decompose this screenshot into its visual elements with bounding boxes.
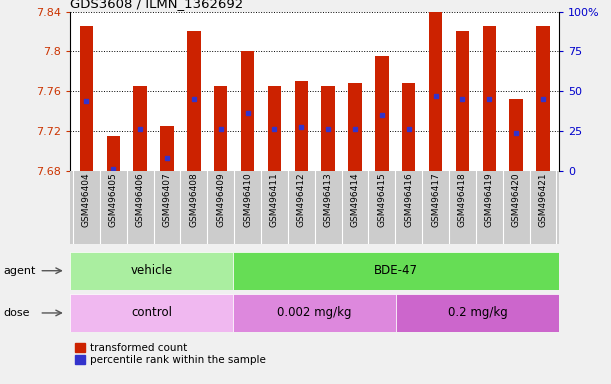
- Bar: [321, 86, 335, 171]
- Text: GSM496405: GSM496405: [109, 172, 118, 227]
- Text: GSM496407: GSM496407: [163, 172, 172, 227]
- Text: 0.002 mg/kg: 0.002 mg/kg: [277, 306, 352, 319]
- Text: GSM496404: GSM496404: [82, 172, 91, 227]
- Text: GSM496406: GSM496406: [136, 172, 145, 227]
- Bar: [510, 99, 523, 171]
- Text: GSM496421: GSM496421: [538, 172, 547, 227]
- Text: GSM496420: GSM496420: [511, 172, 521, 227]
- Text: GSM496410: GSM496410: [243, 172, 252, 227]
- Text: BDE-47: BDE-47: [374, 264, 418, 277]
- Text: GSM496408: GSM496408: [189, 172, 199, 227]
- Text: GSM496409: GSM496409: [216, 172, 225, 227]
- Bar: [295, 81, 308, 171]
- Bar: [133, 86, 147, 171]
- Bar: [79, 26, 93, 171]
- Bar: [187, 31, 200, 171]
- Text: GSM496411: GSM496411: [270, 172, 279, 227]
- Text: GSM496412: GSM496412: [297, 172, 306, 227]
- Bar: [536, 26, 550, 171]
- Text: dose: dose: [3, 308, 29, 318]
- Bar: [268, 86, 281, 171]
- Bar: [106, 136, 120, 171]
- Text: GSM496415: GSM496415: [378, 172, 386, 227]
- Bar: [70, 252, 233, 290]
- Text: GSM496414: GSM496414: [351, 172, 359, 227]
- Text: GSM496419: GSM496419: [485, 172, 494, 227]
- Text: 0.2 mg/kg: 0.2 mg/kg: [448, 306, 508, 319]
- Bar: [396, 294, 559, 332]
- Bar: [402, 83, 415, 171]
- Text: agent: agent: [3, 266, 35, 276]
- Text: GSM496418: GSM496418: [458, 172, 467, 227]
- Bar: [241, 51, 254, 171]
- Bar: [70, 294, 233, 332]
- Text: GSM496413: GSM496413: [324, 172, 332, 227]
- Bar: [214, 86, 227, 171]
- Bar: [483, 26, 496, 171]
- Text: GSM496417: GSM496417: [431, 172, 440, 227]
- Text: GSM496416: GSM496416: [404, 172, 413, 227]
- Bar: [375, 56, 389, 171]
- Bar: [233, 252, 559, 290]
- Bar: [233, 294, 396, 332]
- Text: GDS3608 / ILMN_1362692: GDS3608 / ILMN_1362692: [70, 0, 244, 10]
- Bar: [429, 12, 442, 171]
- Bar: [348, 83, 362, 171]
- Text: control: control: [131, 306, 172, 319]
- Bar: [160, 126, 174, 171]
- Legend: transformed count, percentile rank within the sample: transformed count, percentile rank withi…: [76, 343, 266, 365]
- Bar: [456, 31, 469, 171]
- Text: vehicle: vehicle: [131, 264, 173, 277]
